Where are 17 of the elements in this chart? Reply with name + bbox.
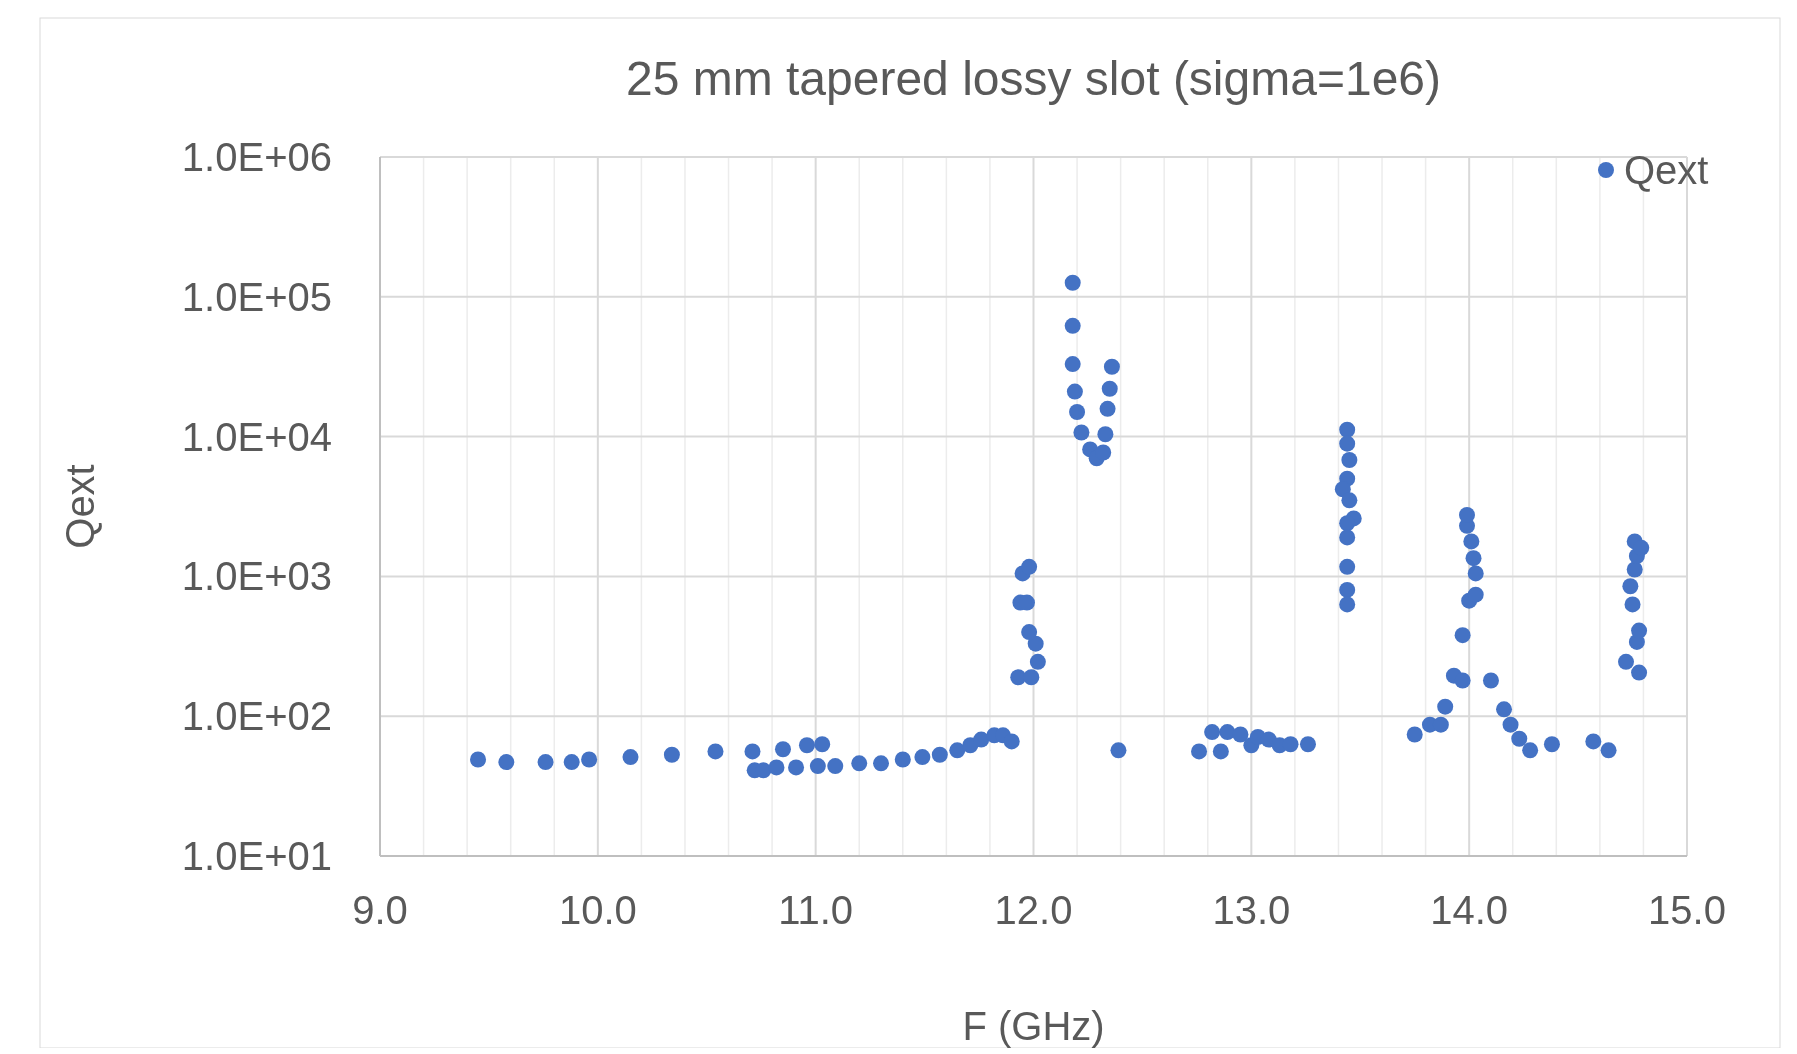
y-tick-label: 1.0E+01 [181,834,332,878]
y-tick-label: 1.0E+06 [181,135,332,179]
x-tick-label: 14.0 [1430,888,1509,932]
x-tick-label: 10.0 [558,888,637,932]
x-axis-title: F (GHz) [962,1004,1105,1048]
x-tick-label: 15.0 [1648,888,1726,932]
x-tick-label: 9.0 [352,888,408,932]
y-tick-label: 1.0E+02 [181,694,332,739]
chart-title: 25 mm tapered lossy slot (sigma=1e6) [625,52,1442,105]
y-tick-label: 1.0E+03 [181,554,332,599]
legend-label: Qext [1624,148,1709,192]
x-tick-label: 12.0 [994,888,1073,932]
y-tick-label: 1.0E+05 [181,274,332,319]
x-tick-label: 13.0 [1212,888,1291,932]
x-tick-label: 11.0 [778,888,854,932]
y-axis-title: Qext [58,464,102,549]
y-tick-label: 1.0E+04 [181,414,332,459]
